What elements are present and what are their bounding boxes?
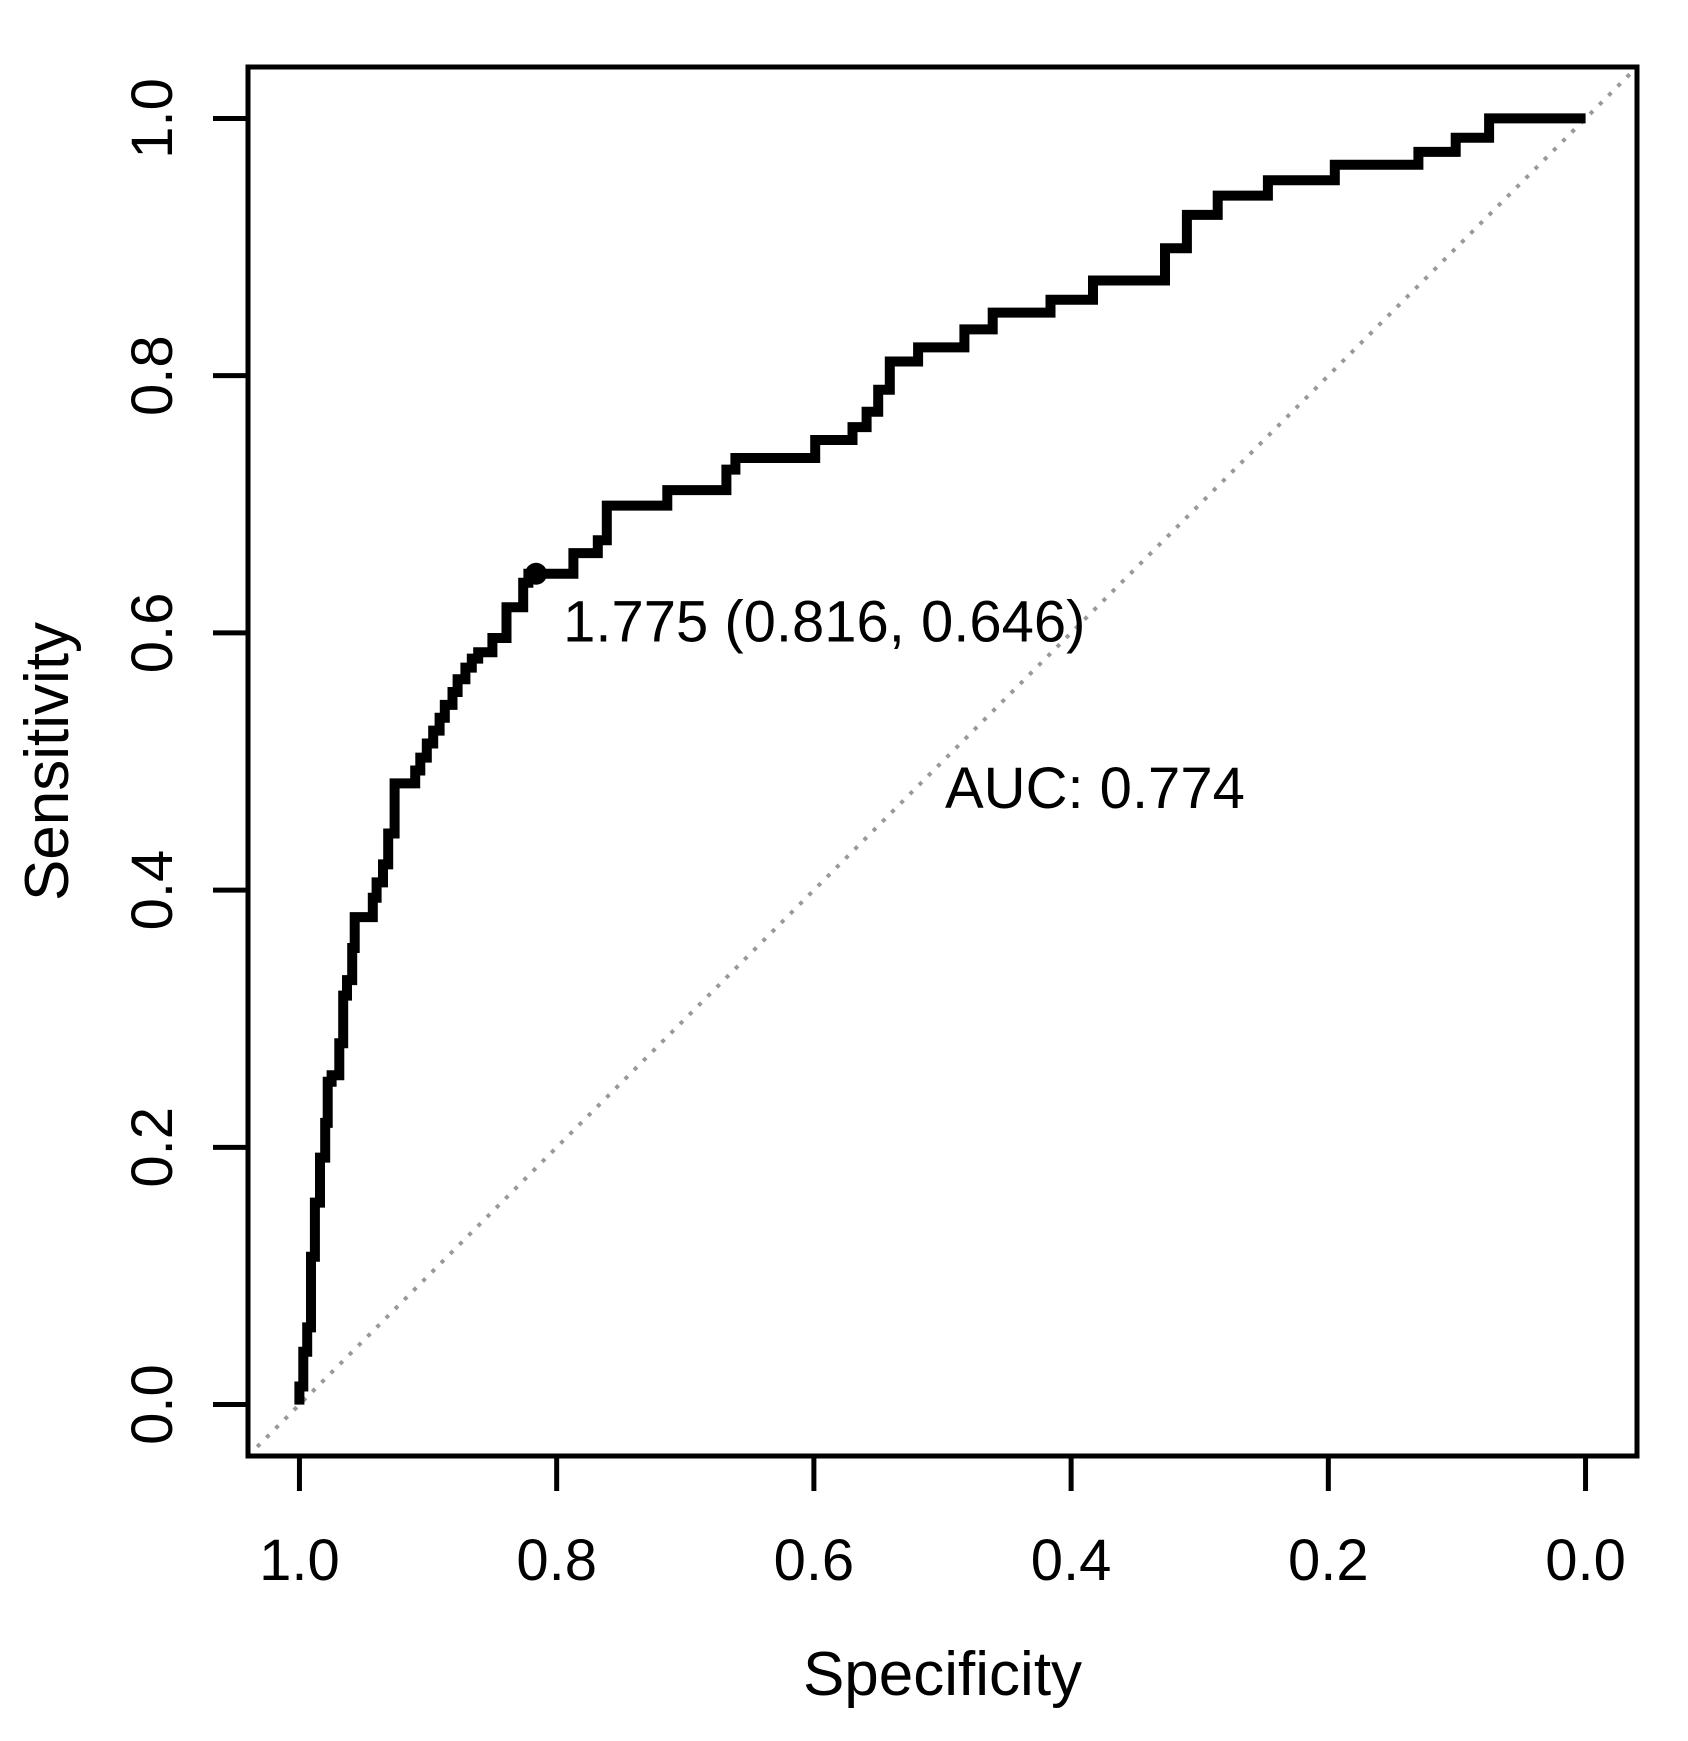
plot-border — [245, 64, 1640, 1459]
y-tick-label: 1.0 — [120, 78, 185, 159]
x-tick-label: 1.0 — [259, 1528, 340, 1593]
y-tick-label: 0.6 — [120, 593, 185, 674]
chance-diagonal-line — [246, 65, 1639, 1458]
x-tick-label: 0.2 — [1288, 1528, 1369, 1593]
x-tick-label: 0.8 — [516, 1528, 597, 1593]
auc-annotation: AUC: 0.774 — [945, 756, 1245, 821]
roc-curve — [294, 113, 1586, 1405]
x-tick-label: 0.6 — [774, 1528, 855, 1593]
threshold-annotation: 1.775 (0.816, 0.646) — [563, 590, 1085, 655]
threshold-point-marker — [525, 562, 548, 585]
x-axis-title: Specificity — [803, 1640, 1082, 1709]
y-tick-label: 0.4 — [120, 850, 185, 931]
y-axis-title: Sensitivity — [13, 622, 82, 901]
y-tick-label: 0.2 — [120, 1107, 185, 1188]
y-tick-label: 0.0 — [120, 1364, 185, 1445]
x-tick-label: 0.0 — [1545, 1528, 1626, 1593]
x-tick-label: 0.4 — [1031, 1528, 1112, 1593]
y-tick-label: 0.8 — [120, 335, 185, 416]
